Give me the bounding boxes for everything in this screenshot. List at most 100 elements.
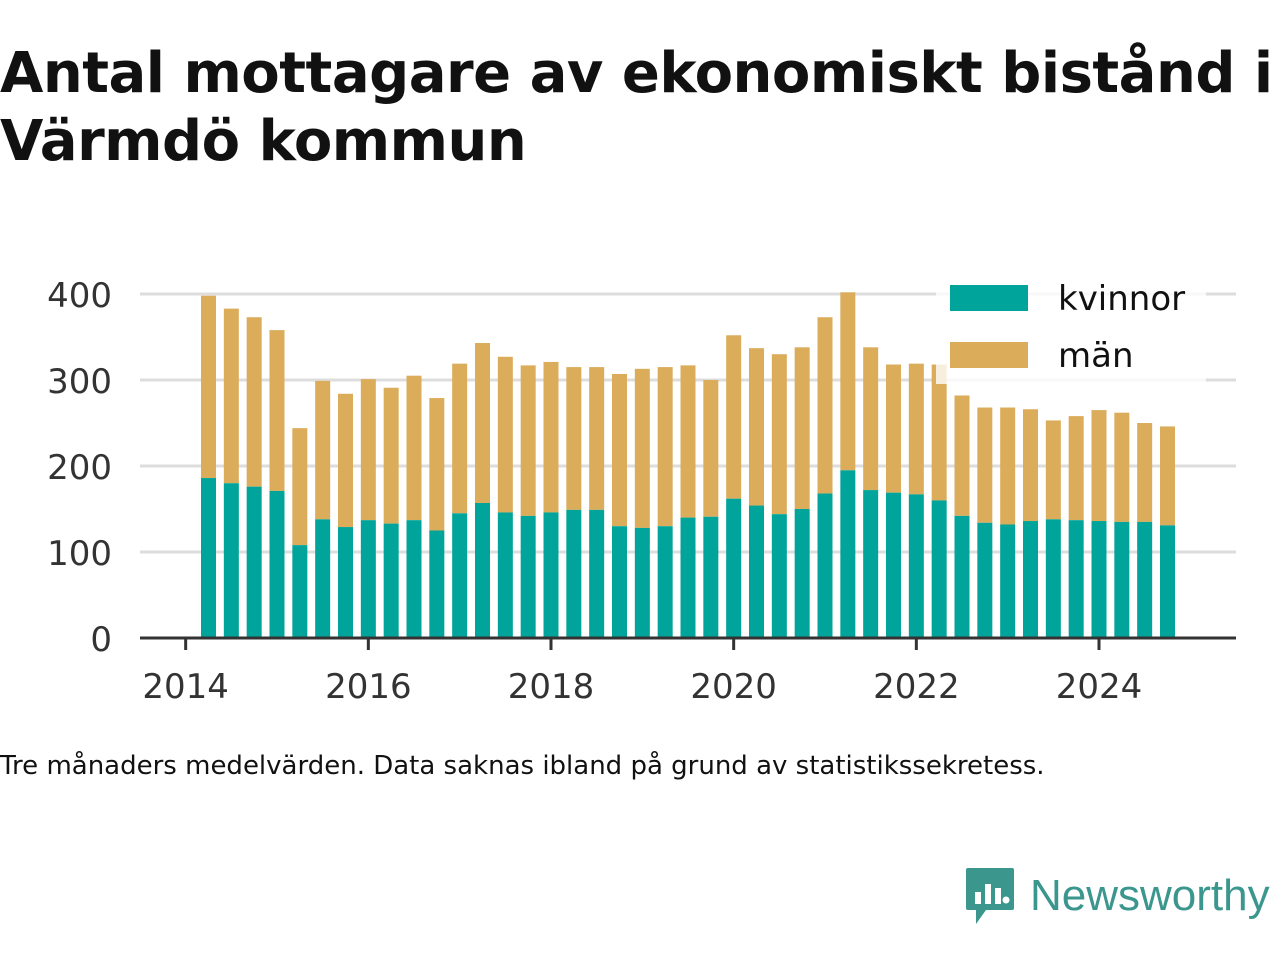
bar-man [1137, 423, 1153, 522]
bar-kvinnor [201, 478, 216, 638]
legend-label: kvinnor [1058, 279, 1185, 319]
bar-man [497, 356, 513, 513]
bar-man [863, 347, 879, 491]
bar-man [908, 363, 924, 495]
bar-kvinnor [1068, 520, 1084, 638]
bar-man [977, 407, 993, 523]
legend-label: män [1058, 336, 1134, 376]
y-tick-label: 100 [47, 534, 112, 574]
bar-man [1160, 426, 1175, 526]
bar-kvinnor [977, 522, 993, 638]
bar-kvinnor [315, 519, 331, 638]
bar-kvinnor [1023, 521, 1038, 638]
bar-kvinnor [269, 490, 285, 638]
bar-man [589, 367, 605, 510]
bar-kvinnor [657, 526, 673, 638]
bar-kvinnor [338, 527, 353, 638]
x-tick-label: 2018 [508, 667, 595, 707]
bar-man [794, 347, 810, 509]
bar-kvinnor [360, 520, 376, 638]
bar-man [543, 361, 559, 513]
stacked-bar-chart: 0 100 200 300 400 2014 2016 2018 2020 2022 2024 kv… [47, 274, 1236, 707]
bar-kvinnor [475, 502, 490, 638]
legend-swatch-man [950, 342, 1028, 368]
bar-kvinnor [634, 527, 650, 638]
bar-kvinnor [1091, 521, 1107, 638]
bars [201, 292, 1175, 638]
bar-man [612, 373, 627, 527]
bar-man [566, 367, 582, 510]
bar-man [315, 380, 331, 520]
x-tick-label: 2020 [690, 667, 777, 707]
bar-man [338, 393, 353, 528]
bar-kvinnor [703, 516, 719, 638]
brand-logo[interactable]: Newsworthy [964, 864, 1270, 928]
bar-kvinnor [794, 509, 810, 638]
bar-man [452, 363, 468, 514]
brand-name: Newsworthy [1030, 871, 1270, 920]
bar-man [634, 368, 650, 528]
bar-man [817, 317, 833, 494]
bar-man [931, 364, 947, 501]
bar-kvinnor [817, 493, 833, 638]
bar-kvinnor [589, 509, 605, 638]
bar-kvinnor [954, 515, 970, 638]
bar-man [383, 387, 399, 524]
bar-man [406, 375, 422, 521]
x-tick-label: 2014 [142, 667, 229, 707]
bar-kvinnor [1114, 521, 1130, 638]
bar-kvinnor [771, 514, 787, 638]
y-tick-label: 400 [47, 276, 112, 316]
bar-man [703, 380, 719, 517]
bar-man [1114, 412, 1130, 522]
bar-kvinnor [292, 545, 308, 638]
bar-kvinnor [543, 512, 559, 638]
x-tick-label: 2016 [325, 667, 412, 707]
bar-kvinnor [497, 512, 513, 638]
bar-man [201, 295, 216, 479]
bar-man [1068, 416, 1084, 521]
bar-man [954, 395, 970, 516]
bar-kvinnor [383, 523, 399, 638]
bar-man [429, 398, 445, 531]
bar-kvinnor [908, 494, 924, 638]
newsworthy-logo-icon [966, 868, 1014, 924]
bar-man [1023, 409, 1038, 522]
bar-kvinnor [749, 505, 764, 638]
bar-man [246, 317, 262, 487]
bar-kvinnor [246, 486, 262, 638]
bar-man [749, 348, 764, 506]
bar-kvinnor [1137, 521, 1153, 638]
y-tick-label: 300 [47, 362, 112, 402]
bar-man [1045, 420, 1061, 520]
bar-kvinnor [452, 513, 468, 638]
bar-man [771, 354, 787, 515]
bar-kvinnor [1160, 525, 1175, 638]
bar-man [520, 365, 536, 516]
bar-kvinnor [886, 492, 901, 638]
bar-kvinnor [680, 517, 696, 638]
x-tick-label: 2022 [873, 667, 960, 707]
bar-kvinnor [726, 498, 742, 638]
bar-man [726, 335, 742, 499]
axes: 0 100 200 300 400 2014 2016 2018 2020 2022 2024 [47, 276, 1236, 707]
bar-kvinnor [566, 509, 582, 638]
bar-man [680, 365, 696, 518]
chart-footnote: Tre månaders medelvärden. Data saknas ib… [0, 751, 1045, 781]
bar-kvinnor [1045, 519, 1061, 638]
bar-man [840, 292, 856, 471]
bar-kvinnor [1000, 524, 1016, 638]
bar-man [292, 428, 308, 546]
bar-man [360, 379, 376, 521]
bar-man [886, 364, 901, 493]
bar-kvinnor [840, 470, 856, 638]
chart-title: Antal mottagare av ekonomiskt bistånd i … [0, 41, 1273, 174]
bar-kvinnor [863, 490, 879, 638]
bar-kvinnor [612, 526, 627, 638]
bar-kvinnor [931, 500, 947, 638]
bar-kvinnor [406, 520, 422, 638]
bar-kvinnor [429, 530, 445, 638]
bar-kvinnor [223, 483, 239, 638]
bar-man [269, 330, 285, 491]
bar-man [1000, 407, 1016, 525]
